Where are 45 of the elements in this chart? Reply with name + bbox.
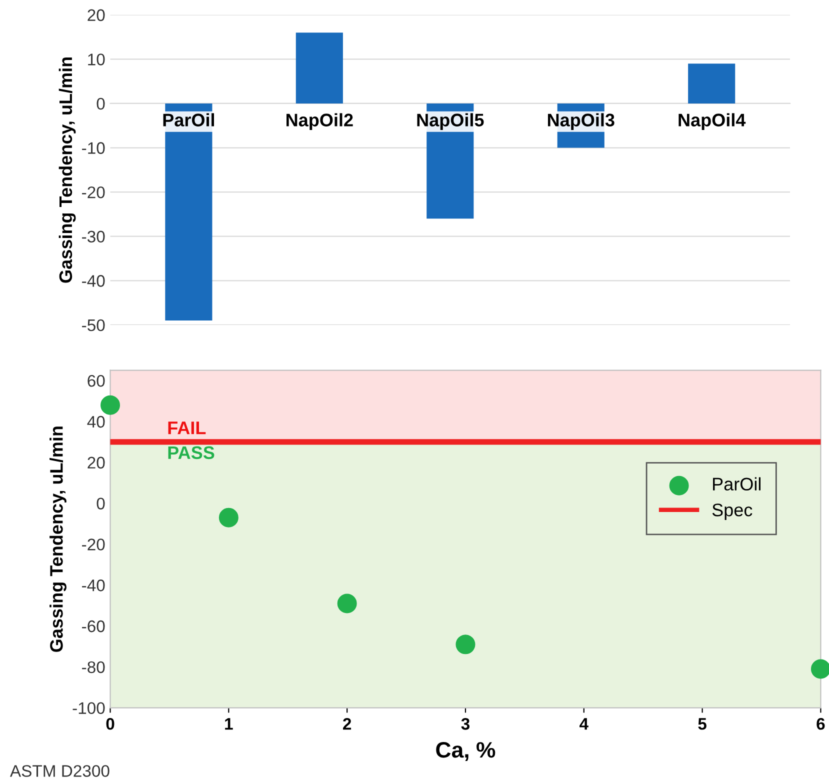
legend-label: Spec <box>712 504 752 520</box>
y-tick-label: 20 <box>88 456 105 469</box>
y-tick-label: -20 <box>82 538 105 550</box>
bar <box>688 64 736 104</box>
x-tick-label: 4 <box>580 718 588 730</box>
legend-label: ParOil <box>713 477 761 491</box>
x-tick-label: 6 <box>816 718 825 730</box>
y-tick-label: -10 <box>82 142 105 154</box>
point <box>810 659 829 679</box>
x-tick-label: 1 <box>225 718 233 730</box>
band-label: PASS <box>168 446 214 460</box>
y-tick-label: 20 <box>88 9 105 22</box>
x-axis-title: Ca, % <box>436 742 496 761</box>
x-tick-label: NapOil2 <box>286 113 353 130</box>
y-tick-label: -20 <box>82 186 105 198</box>
y-axis-title: Gassing Tendency, uL/min <box>58 57 76 283</box>
point <box>218 508 238 528</box>
y-tick-label: 0 <box>96 98 105 110</box>
point <box>337 594 357 614</box>
x-tick-label: 3 <box>461 718 470 730</box>
y-tick-label: 40 <box>87 416 105 428</box>
y-tick-label: -100 <box>72 702 105 714</box>
y-tick-label: -80 <box>82 661 105 674</box>
y-axis-title: Gassing Tendency, uL/min <box>50 426 66 652</box>
y-tick-label: 10 <box>88 54 105 66</box>
x-tick-label: ParOil <box>163 113 214 126</box>
y-tick-label: 60 <box>88 374 105 387</box>
y-tick-label: -60 <box>82 620 105 632</box>
x-tick-label: NapOil3 <box>548 113 614 130</box>
bar <box>296 32 343 104</box>
y-tick-label: -30 <box>82 230 105 243</box>
x-tick-label: 2 <box>343 718 352 730</box>
y-tick-label: -40 <box>82 580 105 592</box>
point <box>456 634 476 654</box>
band-label: FAIL <box>168 422 206 434</box>
y-tick-label: 0 <box>96 498 105 510</box>
text: ASTM D2300 <box>10 765 110 777</box>
y-tick-label: -50 <box>82 319 105 332</box>
x-tick-label: NapOil5 <box>417 113 484 130</box>
bar <box>165 103 212 321</box>
y-tick-label: -40 <box>82 275 105 287</box>
point <box>100 395 120 415</box>
x-tick-label: 0 <box>106 718 114 730</box>
x-tick-label: NapOil4 <box>678 113 746 130</box>
x-tick-label: 5 <box>698 718 706 730</box>
